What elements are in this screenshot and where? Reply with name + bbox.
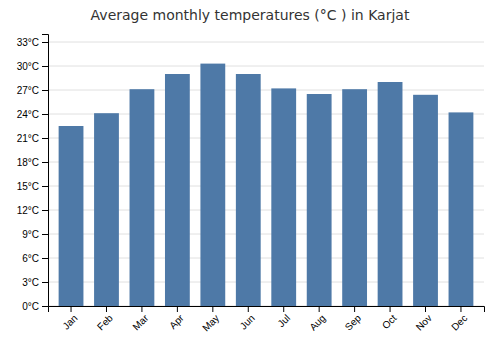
y-tick: 15°C: [17, 181, 48, 192]
x-tick-label: Oct: [380, 312, 399, 331]
x-tick-mark: [354, 306, 355, 312]
y-tick: 0°C: [22, 301, 48, 312]
y-tick-label: 30°C: [17, 61, 39, 72]
x-tick: Mar: [130, 306, 150, 332]
x-tick-mark: [283, 306, 284, 312]
grid-line: [48, 66, 484, 67]
x-tick: Jun: [238, 306, 257, 332]
plot: Jan Feb Mar Apr May Jun Jul Aug Sep Oct Nov Dec 0°C 3…: [17, 35, 485, 334]
y-tick-mark: [42, 66, 48, 67]
y-tick-mark: [42, 162, 48, 163]
y-tick-label: 3°C: [22, 277, 39, 288]
y-tick-mark: [42, 114, 48, 115]
bar: [307, 94, 332, 306]
x-tick-label: Mar: [130, 312, 150, 332]
y-tick-mark: [42, 186, 48, 187]
bar: [59, 126, 84, 306]
y-tick: 3°C: [22, 277, 48, 288]
y-axis-line: [42, 35, 49, 307]
x-tick-mark: [460, 306, 461, 312]
x-tick-label: Feb: [95, 312, 115, 332]
bar: [378, 82, 403, 306]
x-tick-mark: [212, 306, 213, 312]
y-tick-mark: [42, 282, 48, 283]
x-tick-label: Dec: [449, 312, 469, 332]
x-tick: Sep: [343, 306, 364, 333]
bar: [165, 74, 190, 306]
y-tick-label: 21°C: [17, 133, 39, 144]
x-tick-mark: [248, 306, 249, 312]
y-tick-mark: [42, 90, 48, 91]
x-tick-label: May: [200, 312, 221, 333]
x-tick: Nov: [414, 306, 434, 333]
x-tick: Dec: [449, 306, 469, 333]
title: Average monthly temperatures (°C ) in Ka…: [91, 7, 410, 23]
x-tick-mark: [390, 306, 391, 312]
y-tick: 33°C: [17, 37, 48, 48]
bar: [94, 113, 119, 306]
y-tick-mark: [42, 210, 48, 211]
bars: [59, 64, 474, 306]
y-tick-label: 27°C: [17, 85, 39, 96]
x-tick: Aug: [307, 306, 327, 333]
chart-container: Jan Feb Mar Apr May Jun Jul Aug Sep Oct Nov Dec 0°C 3…: [0, 0, 500, 350]
y-tick-mark: [42, 306, 48, 307]
bar: [413, 95, 438, 306]
bar: [342, 89, 367, 306]
y-tick: 21°C: [17, 133, 48, 144]
bar: [130, 89, 155, 306]
y-tick-mark: [42, 258, 48, 259]
x-tick-mark: [177, 306, 178, 312]
x-tick-mark: [425, 306, 426, 312]
chart: Jan Feb Mar Apr May Jun Jul Aug Sep Oct Nov Dec 0°C 3…: [0, 0, 500, 350]
y-tick-label: 24°C: [17, 109, 39, 120]
y-tick-label: 18°C: [17, 157, 39, 168]
x-tick: Feb: [95, 306, 115, 332]
y-tick: 9°C: [22, 229, 48, 240]
x-tick: Jul: [275, 306, 292, 329]
x-tick-label: Jul: [275, 312, 292, 329]
bar: [200, 64, 225, 306]
y-axis: 0°C 3°C 6°C 9°C 12°C 15°C 18°C 21°C 24°C 27°C 30°C…: [17, 35, 49, 312]
y-tick: 30°C: [17, 61, 48, 72]
x-tick-label: Jan: [60, 312, 79, 331]
x-tick-label: Sep: [343, 312, 364, 333]
x-tick-mark: [71, 306, 72, 312]
x-tick: Apr: [167, 306, 186, 331]
grid: [48, 42, 484, 306]
y-tick-mark: [42, 42, 48, 43]
y-tick-label: 9°C: [22, 229, 39, 240]
bar: [449, 112, 474, 306]
x-tick-label: Nov: [414, 312, 434, 332]
y-tick-label: 33°C: [17, 37, 39, 48]
x-tick-label: Aug: [307, 312, 327, 332]
y-tick-mark: [42, 234, 48, 235]
y-tick-label: 0°C: [22, 301, 39, 312]
x-tick: May: [200, 306, 221, 334]
x-tick-mark: [319, 306, 320, 312]
y-tick-label: 12°C: [17, 205, 39, 216]
grid-line: [48, 42, 484, 43]
x-tick-label: Jun: [238, 312, 257, 331]
x-tick-label: Apr: [167, 312, 186, 331]
grid-line: [48, 90, 484, 91]
y-tick-label: 6°C: [22, 253, 39, 264]
y-tick: 6°C: [22, 253, 48, 264]
x-tick-mark: [106, 306, 107, 312]
y-tick: 27°C: [17, 85, 48, 96]
y-tick: 24°C: [17, 109, 48, 120]
y-tick: 12°C: [17, 205, 48, 216]
bar: [271, 88, 296, 306]
x-axis: Jan Feb Mar Apr May Jun Jul Aug Sep Oct Nov Dec: [49, 306, 485, 334]
x-tick-mark: [141, 306, 142, 312]
x-tick: Oct: [380, 306, 399, 331]
y-tick: 18°C: [17, 157, 48, 168]
x-tick: Jan: [60, 306, 79, 332]
bar: [236, 74, 261, 306]
x-axis-line: [49, 307, 485, 313]
y-tick-label: 15°C: [17, 181, 39, 192]
y-tick-mark: [42, 138, 48, 139]
